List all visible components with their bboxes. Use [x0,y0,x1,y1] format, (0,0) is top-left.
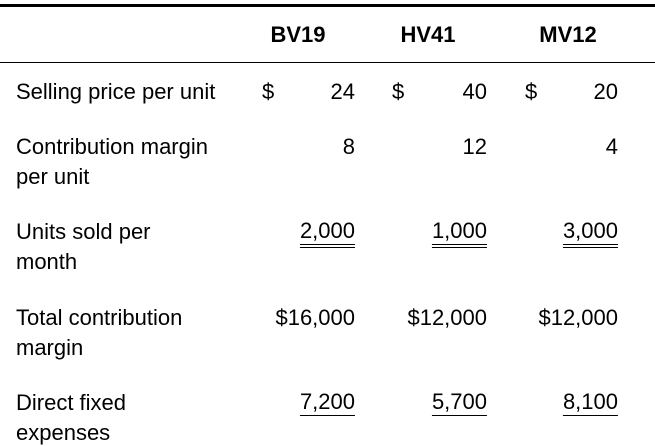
row-label: margin [16,335,84,360]
top-rule [0,4,655,7]
cell-value: $12,000 [407,305,487,330]
cell-value: 2,000 [299,217,355,248]
currency-sign: $ [392,79,405,104]
row-label: Units sold per [16,219,151,244]
column-header: HV41 [400,22,456,47]
cell-value: 24 [330,79,355,104]
cell-value: 8,100 [562,389,618,416]
currency-sign: $ [262,79,275,104]
cell-value: 8 [342,134,355,159]
row-label: Direct fixed [16,390,127,415]
row-label: expenses [16,420,111,445]
cell-value: 5,700 [431,389,487,416]
cell-value: 7,200 [299,389,355,416]
header-rule [0,62,655,63]
cell-value: $16,000 [275,305,355,330]
row-label: Total contribution [16,305,183,330]
row-label: per unit [16,164,90,189]
cell-value: 20 [593,79,618,104]
currency-sign: $ [525,79,538,104]
row-label: month [16,249,78,274]
column-header: MV12 [539,22,597,47]
cell-value: 1,000 [431,217,487,248]
cell-value: 40 [462,79,487,104]
cell-value: 12 [462,134,487,159]
column-header: BV19 [270,22,326,47]
row-label: Selling price per unit [16,79,216,104]
row-label: Contribution margin [16,134,208,159]
cell-value: $12,000 [538,305,618,330]
cell-value: 3,000 [562,217,618,248]
cell-value: 4 [605,134,618,159]
